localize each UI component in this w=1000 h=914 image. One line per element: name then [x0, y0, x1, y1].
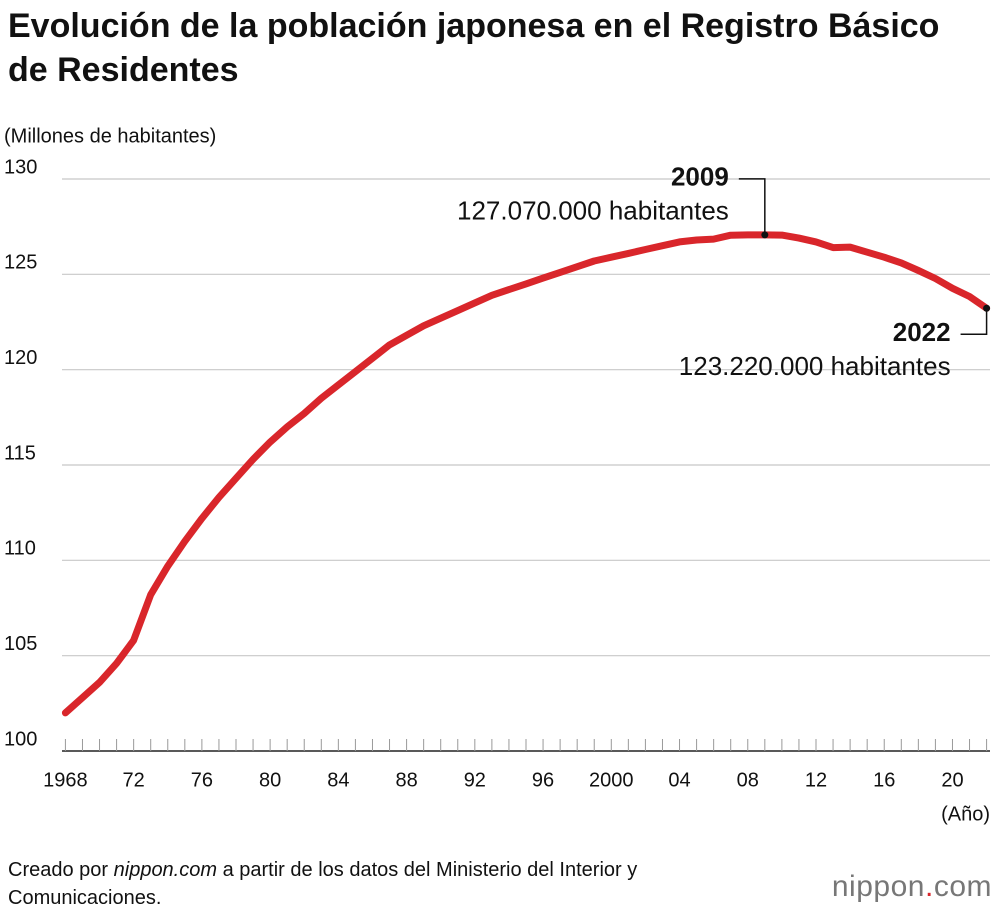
y-tick-label: 100 — [4, 728, 37, 750]
chart-title: Evolución de la población japonesa en el… — [8, 7, 940, 89]
x-tick-label: 96 — [532, 769, 554, 791]
x-tick-label: 1968 — [43, 769, 88, 791]
y-tick-label: 105 — [4, 633, 37, 655]
y-tick-label: 130 — [4, 156, 37, 178]
x-tick-label: 04 — [668, 769, 690, 791]
logo: nippon.com — [832, 870, 992, 904]
leader-line — [960, 308, 988, 336]
annotation-year: 2009 — [671, 162, 729, 192]
x-tick-label: 12 — [805, 769, 827, 791]
x-tick-label: 76 — [191, 769, 213, 791]
x-tick-label: 88 — [395, 769, 417, 791]
annotation-year: 2022 — [893, 317, 951, 347]
annotation-point — [983, 304, 991, 312]
y-tick-label: 120 — [4, 347, 37, 369]
x-tick-label: 72 — [123, 769, 145, 791]
x-tick-label: 2000 — [589, 769, 634, 791]
y-tick-label: 110 — [4, 538, 36, 560]
logo-text: com — [933, 870, 992, 903]
annotation-text: 127.070.000 habitantes — [457, 196, 729, 226]
y-tick-label: 115 — [4, 442, 36, 464]
y-tick-label: 125 — [4, 252, 37, 274]
source-text: Creado por — [8, 859, 114, 881]
x-tick-label: 16 — [873, 769, 895, 791]
x-tick-label: 20 — [941, 769, 963, 791]
source-link: nippon.com — [113, 859, 218, 881]
source-text: a partir de los datos del Ministerio del… — [8, 859, 638, 909]
annotation-point — [761, 231, 769, 239]
annotation-text: 123.220.000 habitantes — [679, 351, 951, 381]
x-tick-label: 80 — [259, 769, 281, 791]
x-tick-label: 92 — [464, 769, 486, 791]
logo-text: nippon — [831, 870, 925, 903]
source-note: Creado por nippon.com a partir de los da… — [8, 856, 708, 912]
y-axis-label: (Millones de habitantes) — [4, 125, 216, 147]
x-tick-label: 84 — [327, 769, 349, 791]
leader-line — [738, 178, 766, 235]
x-axis-label: (Año) — [941, 803, 990, 825]
logo-dot: . — [924, 870, 934, 903]
x-tick-label: 08 — [737, 769, 759, 791]
series-line — [61, 231, 991, 717]
